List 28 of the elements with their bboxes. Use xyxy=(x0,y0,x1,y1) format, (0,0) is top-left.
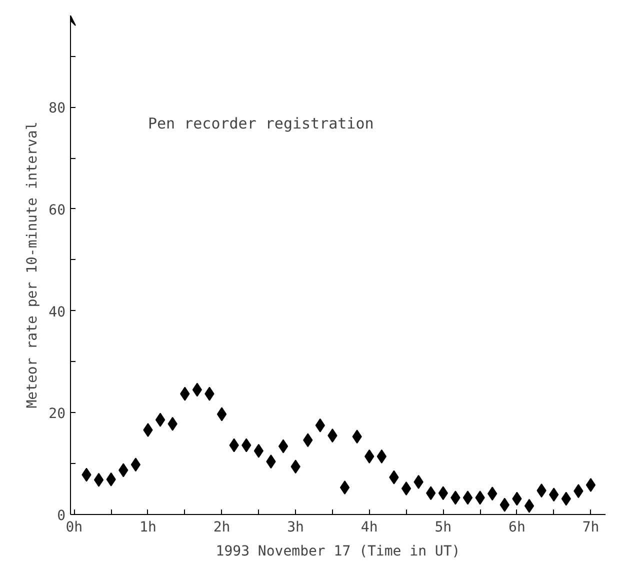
x-tick-label: 3h xyxy=(287,520,304,536)
point xyxy=(192,382,202,397)
point xyxy=(586,478,596,492)
point xyxy=(155,412,166,427)
x-axis-title: 1993 November 17 (Time in UT) xyxy=(216,544,460,560)
annotation: Pen recorder registration xyxy=(148,114,374,133)
point xyxy=(254,444,264,458)
y-tick-label: 20 xyxy=(48,406,66,422)
x-tick-label: 1h xyxy=(140,520,156,536)
point xyxy=(278,439,288,454)
x-tick-label: 7h xyxy=(582,520,600,536)
y-axis-title: Meteor rate per 10-minute interval xyxy=(24,122,41,408)
point xyxy=(401,482,412,496)
point xyxy=(216,407,227,422)
y-tick-label: 40 xyxy=(48,304,66,320)
point xyxy=(130,458,141,472)
y-tick-label: 80 xyxy=(48,100,66,117)
point xyxy=(94,472,104,487)
point xyxy=(524,498,534,513)
x-tick-label: 2h xyxy=(213,520,230,536)
x-tick-label: 5h xyxy=(434,520,452,536)
y-tick-label: 0 xyxy=(57,508,66,524)
x-tick-label: 0h xyxy=(66,520,83,536)
x-tick-label: 6h xyxy=(508,520,526,536)
x-tick-label: 4h xyxy=(360,520,378,536)
point xyxy=(462,490,473,505)
y-tick-label: 60 xyxy=(48,202,66,218)
point xyxy=(340,480,350,495)
